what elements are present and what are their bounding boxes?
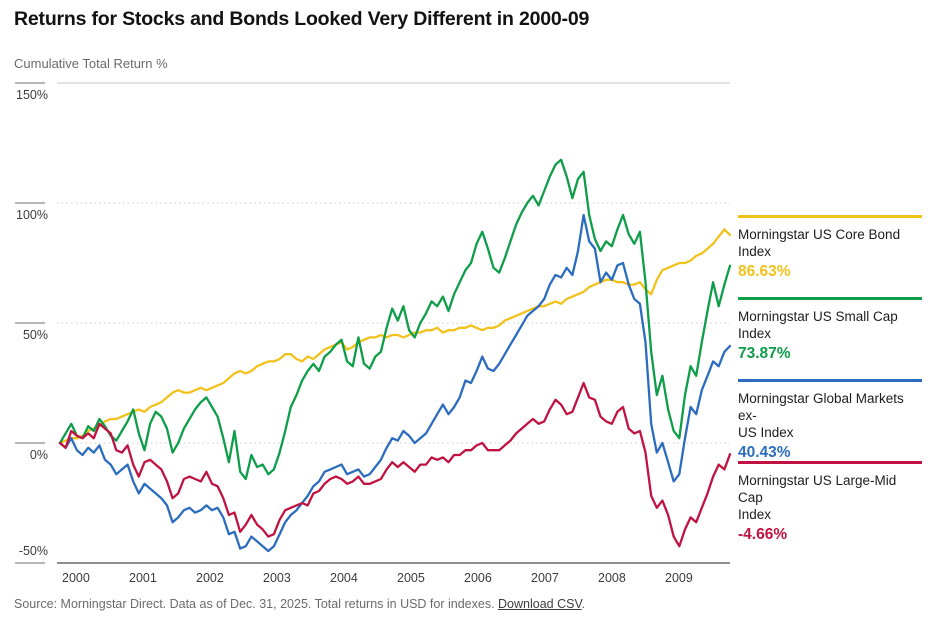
series-line-core-bond	[58, 228, 732, 445]
y-tick-label: 0%	[30, 448, 48, 462]
legend-item-name: Index	[738, 326, 772, 341]
download-csv-link[interactable]: Download CSV	[498, 597, 582, 611]
x-tick-label: 2004	[330, 571, 358, 585]
chart-subtitle: Cumulative Total Return %	[14, 56, 168, 71]
x-tick-label: 2009	[665, 571, 693, 585]
page-title: Returns for Stocks and Bonds Looked Very…	[14, 8, 590, 30]
legend-item-value: 86.63%	[738, 263, 791, 280]
legend-item-name: Index	[738, 244, 772, 259]
source-text-period: .	[581, 597, 586, 611]
legend-item-value: -4.66%	[738, 526, 788, 543]
legend-item-global-ex-us[interactable]: Morningstar Global Markets ex- US Index 40…	[738, 379, 922, 462]
x-tick-label: 2000	[62, 571, 90, 585]
legend-item-value: 40.43%	[738, 444, 791, 461]
x-tick-label: 2006	[464, 571, 492, 585]
legend-item-name: Morningstar US Large-Mid Cap	[738, 473, 897, 505]
series-line-small-cap	[58, 158, 732, 481]
source-note: Source: Morningstar Direct. Data as of D…	[14, 597, 914, 611]
legend-item-name: Index	[738, 507, 772, 522]
series-line-large-mid-cap	[58, 381, 732, 548]
x-tick-label: 2007	[531, 571, 559, 585]
source-text: Source: Morningstar Direct. Data as of D…	[14, 597, 499, 611]
x-tick-label: 2003	[263, 571, 291, 585]
legend-item-name: Morningstar US Core Bond	[738, 227, 901, 242]
y-tick-label: -50%	[19, 544, 48, 558]
y-tick-label: 50%	[23, 328, 48, 342]
x-tick-label: 2001	[129, 571, 157, 585]
legend-item-name: US Index	[738, 425, 794, 440]
x-tick-label: 2005	[397, 571, 425, 585]
legend-item-core-bond[interactable]: Morningstar US Core Bond Index 86.63%	[738, 215, 922, 281]
legend-item-name: Morningstar Global Markets ex-	[738, 391, 904, 423]
y-tick-label: 100%	[16, 208, 48, 222]
legend-item-name: Morningstar US Small Cap	[738, 309, 898, 324]
legend-item-large-mid-cap[interactable]: Morningstar US Large-Mid Cap Index -4.66%	[738, 461, 922, 544]
legend-item-small-cap[interactable]: Morningstar US Small Cap Index 73.87%	[738, 297, 922, 363]
y-tick-label: 150%	[16, 88, 48, 102]
legend-item-value: 73.87%	[738, 345, 791, 362]
x-tick-label: 2002	[196, 571, 224, 585]
x-tick-label: 2008	[598, 571, 626, 585]
series-line-global-ex-us	[58, 213, 732, 553]
